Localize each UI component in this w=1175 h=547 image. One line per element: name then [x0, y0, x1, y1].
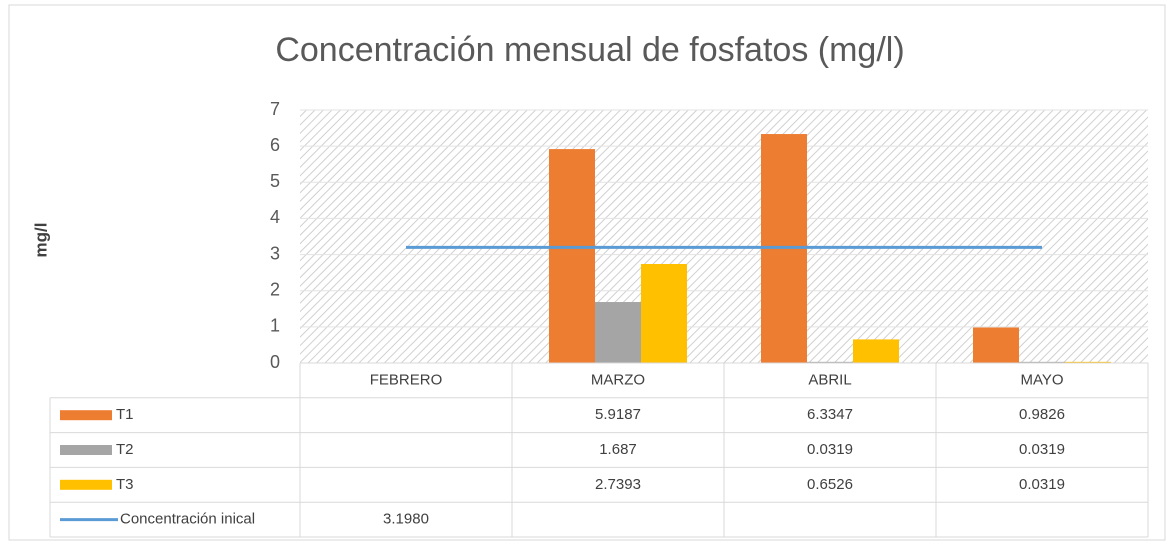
table-value: 5.9187: [595, 406, 641, 423]
y-tick-label: 6: [270, 135, 280, 155]
x-tick-label: MARZO: [591, 371, 645, 388]
table-value: 0.0319: [1019, 476, 1065, 493]
y-tick-label: 7: [270, 99, 280, 119]
bar: [641, 263, 687, 363]
y-tick-label: 3: [270, 243, 280, 263]
x-tick-label: FEBRERO: [370, 371, 443, 388]
y-tick-label: 1: [270, 316, 280, 336]
table-value: 2.7393: [595, 476, 641, 493]
y-tick-label: 0: [270, 352, 280, 372]
y-tick-label: 4: [270, 207, 280, 227]
y-tick-label: 2: [270, 279, 280, 299]
x-tick-label: MAYO: [1020, 371, 1063, 388]
bar: [973, 327, 1019, 363]
bar: [1065, 361, 1111, 363]
table-value: 0.0319: [1019, 441, 1065, 458]
y-tick-label: 5: [270, 171, 280, 191]
legend-label: T1: [116, 406, 134, 423]
bar: [807, 361, 853, 363]
legend-swatch: [60, 479, 112, 490]
table-value: 0.9826: [1019, 406, 1065, 423]
bar: [853, 339, 899, 363]
plot-area: [300, 110, 1148, 363]
table-value: 6.3347: [807, 406, 853, 423]
bar: [549, 149, 595, 363]
legend-swatch: [60, 410, 112, 421]
x-tick-label: ABRIL: [808, 371, 851, 388]
legend-label: Concentración inical: [120, 511, 255, 528]
legend-swatch: [60, 445, 112, 455]
table-value: 3.1980: [383, 511, 429, 528]
legend-label: T3: [116, 476, 134, 493]
y-axis-title: mg/l: [31, 223, 50, 258]
legend-label: T2: [116, 441, 134, 458]
bar: [595, 302, 641, 363]
table-value: 1.687: [599, 441, 637, 458]
chart-title: Concentración mensual de fosfatos (mg/l): [275, 31, 904, 69]
table-value: 0.0319: [807, 441, 853, 458]
bar: [1019, 361, 1065, 363]
table-value: 0.6526: [807, 476, 853, 493]
